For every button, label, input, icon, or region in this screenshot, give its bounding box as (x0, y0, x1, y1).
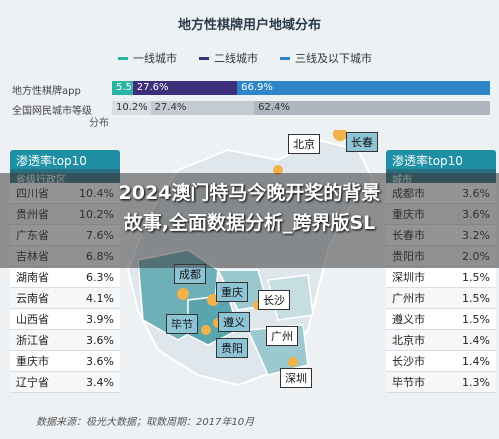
item-name: 重庆市 (16, 355, 49, 368)
bar-segment-tier1: 5.5% (112, 81, 133, 95)
headline-line-1: 2024澳门特马今晚开奖的背景 (118, 182, 381, 204)
chart-title: 地方性棋牌用户地域分布 (177, 18, 321, 33)
legend-item-tier1: 一线城市 (118, 50, 177, 66)
item-name: 北京市 (392, 334, 425, 347)
map-label-chengdu: 成都 (174, 264, 206, 284)
list-item: 北京市 1.4% (386, 330, 496, 351)
item-value: 1.5% (462, 312, 490, 326)
legend-swatch (199, 56, 209, 60)
legend-label: 二线城市 (214, 52, 258, 65)
bar-segment-tier1: 10.2% (112, 101, 151, 115)
item-value: 1.4% (462, 333, 490, 347)
map-label-shenzhen: 深圳 (280, 368, 312, 388)
stacked-bar-netizen: 10.2% 27.4% 62.4% (112, 101, 490, 115)
list-item: 广州市 1.5% (386, 288, 496, 309)
item-name: 广州市 (392, 292, 425, 305)
panel-title: 渗透率top10 (10, 150, 120, 169)
list-item: 重庆市 3.6% (10, 351, 120, 372)
item-value: 3.6% (86, 354, 114, 368)
item-value: 4.1% (86, 291, 114, 305)
bar-label-app: 地方性棋牌app (12, 86, 81, 97)
map-label-guangzhou: 广州 (266, 326, 298, 346)
item-name: 湖南省 (16, 271, 49, 284)
legend-swatch (118, 56, 128, 60)
bar-label-netizen: 全国网民城市等级 (12, 106, 92, 117)
bar-segment-tier2: 27.4% (150, 101, 255, 115)
bar-segment-tier3: 62.4% (254, 101, 490, 115)
legend-label: 三线及以下城市 (295, 52, 372, 65)
item-value: 3.4% (86, 375, 114, 389)
item-value: 1.5% (462, 291, 490, 305)
map-label-bijie: 毕节 (166, 314, 198, 334)
item-name: 云南省 (16, 292, 49, 305)
legend-item-tier2: 二线城市 (199, 50, 258, 66)
list-item: 山西省 3.9% (10, 309, 120, 330)
legend-item-tier3: 三线及以下城市 (280, 50, 372, 66)
bar-segment-tier2: 27.6% (132, 81, 238, 95)
item-name: 深圳市 (392, 271, 425, 284)
map-label-changchun: 长春 (346, 132, 378, 152)
map-label-guiyang: 贵阳 (216, 338, 248, 358)
item-value: 1.4% (462, 354, 490, 368)
map-label-beijing: 北京 (288, 134, 320, 154)
headline-text: 2024澳门特马今晚开奖的背景 故事,全面数据分析_跨界版SL (0, 178, 499, 238)
item-name: 毕节市 (392, 376, 425, 389)
list-item: 云南省 4.1% (10, 288, 120, 309)
list-item: 浙江省 3.6% (10, 330, 120, 351)
list-item: 遵义市 1.5% (386, 309, 496, 330)
list-item: 毕节市 1.3% (386, 372, 496, 393)
item-value: 3.6% (86, 333, 114, 347)
item-name: 浙江省 (16, 334, 49, 347)
legend: 一线城市 二线城市 三线及以下城市 (118, 50, 372, 66)
bar-segment-tier3: 66.9% (237, 81, 490, 95)
list-item: 辽宁省 3.4% (10, 372, 120, 393)
list-item: 长沙市 1.4% (386, 351, 496, 372)
item-name: 长沙市 (392, 355, 425, 368)
headline-line-2: 故事,全面数据分析_跨界版SL (123, 212, 376, 234)
item-value: 1.3% (462, 375, 490, 389)
panel-title: 渗透率top10 (386, 150, 496, 169)
map-label-zunyi: 遵义 (218, 312, 250, 332)
data-source: 数据来源：极光大数据；取数周期：2017年10月 (36, 417, 255, 428)
list-item: 湖南省 6.3% (10, 267, 120, 288)
item-value: 1.5% (462, 270, 490, 284)
item-name: 辽宁省 (16, 376, 49, 389)
map-label-changsha: 长沙 (258, 290, 290, 310)
legend-label: 一线城市 (133, 52, 177, 65)
item-value: 3.9% (86, 312, 114, 326)
item-name: 遵义市 (392, 313, 425, 326)
map-label-chongqing: 重庆 (216, 282, 248, 302)
item-name: 山西省 (16, 313, 49, 326)
legend-swatch (280, 56, 290, 60)
stacked-bar-app: 5.5% 27.6% 66.9% (112, 81, 490, 95)
item-value: 6.3% (86, 270, 114, 284)
headline-overlay (0, 173, 499, 268)
list-item: 深圳市 1.5% (386, 267, 496, 288)
bar-sub-unit: 分布 (89, 118, 109, 129)
